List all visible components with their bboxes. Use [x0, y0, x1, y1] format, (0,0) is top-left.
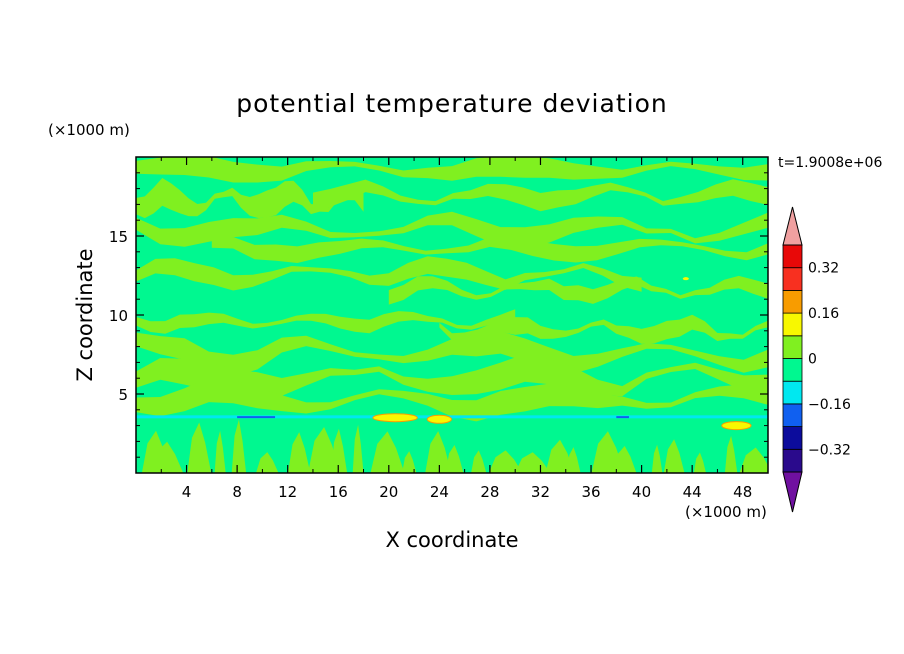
y-unit-label: (×1000 m)	[48, 121, 130, 139]
colorbar-segment	[782, 426, 803, 450]
positive-plume	[545, 439, 575, 473]
positive-plume	[425, 431, 452, 473]
colorbar-tick-label: −0.32	[808, 442, 851, 458]
x-tick-label: 24	[430, 483, 449, 501]
x-tick-label: 12	[278, 483, 297, 501]
positive-band	[136, 309, 516, 334]
positive-plume	[330, 428, 348, 473]
positive-plume	[739, 447, 768, 473]
x-tick-label: 4	[182, 483, 192, 501]
x-axis-label: X coordinate	[385, 528, 518, 552]
colorbar-segment	[782, 358, 803, 382]
x-tick-label: 20	[379, 483, 398, 501]
x-tick-label: 8	[232, 483, 242, 501]
positive-band	[136, 178, 364, 219]
warm-patch	[721, 421, 752, 431]
chart-title: potential temperature deviation	[236, 89, 667, 118]
x-tick-label: 44	[683, 483, 702, 501]
positive-band	[439, 314, 768, 344]
positive-plume	[187, 422, 212, 473]
blue-patch	[237, 416, 276, 419]
warm-patch	[372, 413, 418, 423]
positive-band	[136, 331, 768, 377]
colorbar-segment	[782, 335, 803, 359]
blue-patch	[616, 416, 629, 419]
y-axis: 5 10 15	[109, 172, 768, 458]
warm-patch	[426, 414, 452, 424]
positive-plume	[256, 452, 279, 473]
positive-plume	[352, 424, 364, 473]
x-axis: 4 8 12 16 20 24 28 32 36 40 44 48	[160, 157, 752, 501]
positive-band	[136, 354, 768, 397]
positive-plume	[566, 447, 581, 473]
x-tick-label: 28	[480, 483, 499, 501]
positive-band	[136, 256, 642, 292]
positive-plume	[724, 435, 738, 473]
positive-plume	[514, 452, 551, 473]
positive-plume	[231, 419, 247, 473]
y-axis-label: Z coordinate	[73, 248, 97, 381]
positive-band	[313, 179, 768, 212]
colorbar-segment	[782, 289, 803, 314]
colorbar-segment	[782, 403, 803, 427]
x-tick-label: 36	[581, 483, 600, 501]
colorbar-over-arrow	[782, 206, 803, 246]
colorbar-segment	[782, 244, 803, 269]
field-background	[136, 157, 768, 473]
positive-plume	[370, 431, 405, 473]
colorbar-segment	[782, 267, 803, 291]
positive-band	[136, 211, 768, 247]
x-tick-label: 40	[632, 483, 651, 501]
x-tick-label: 32	[531, 483, 550, 501]
positive-plume	[471, 450, 487, 473]
positive-plume	[402, 451, 417, 473]
positive-band	[136, 157, 768, 183]
positive-plume	[663, 439, 685, 473]
x-tick-label: 48	[733, 483, 752, 501]
colorbar-segment	[782, 380, 803, 405]
positive-plume	[214, 430, 226, 473]
y-tick-label: 5	[118, 386, 128, 404]
x-unit-label: (×1000 m)	[685, 503, 767, 521]
positive-band	[136, 377, 768, 422]
colorbar: 0.32 0.16 0 −0.16 −0.32	[782, 206, 851, 513]
warm-patch	[682, 277, 689, 281]
x-tick-label: 16	[329, 483, 348, 501]
positive-band	[211, 237, 768, 263]
colorbar-under-arrow	[782, 471, 803, 513]
colorbar-segment	[782, 448, 803, 473]
y-tick-label: 15	[109, 228, 128, 246]
colorbar-tick-label: 0	[808, 352, 817, 368]
heatmap-field	[136, 157, 768, 473]
positive-plume	[445, 445, 464, 473]
positive-plume	[288, 432, 311, 473]
cool-layer	[136, 415, 768, 419]
positive-band	[388, 275, 768, 305]
positive-plume	[151, 441, 184, 473]
positive-plume	[488, 450, 523, 473]
colorbar-tick-label: 0.16	[808, 306, 839, 322]
time-label: t=1.9008e+06	[778, 155, 882, 171]
positive-plume	[612, 446, 637, 473]
y-tick-label: 10	[109, 307, 128, 325]
colorbar-tick-label: −0.16	[808, 397, 851, 413]
colorbar-segment	[782, 312, 803, 337]
positive-plume	[651, 444, 663, 473]
positive-plume	[693, 452, 706, 473]
colorbar-tick-label: 0.32	[808, 261, 839, 277]
